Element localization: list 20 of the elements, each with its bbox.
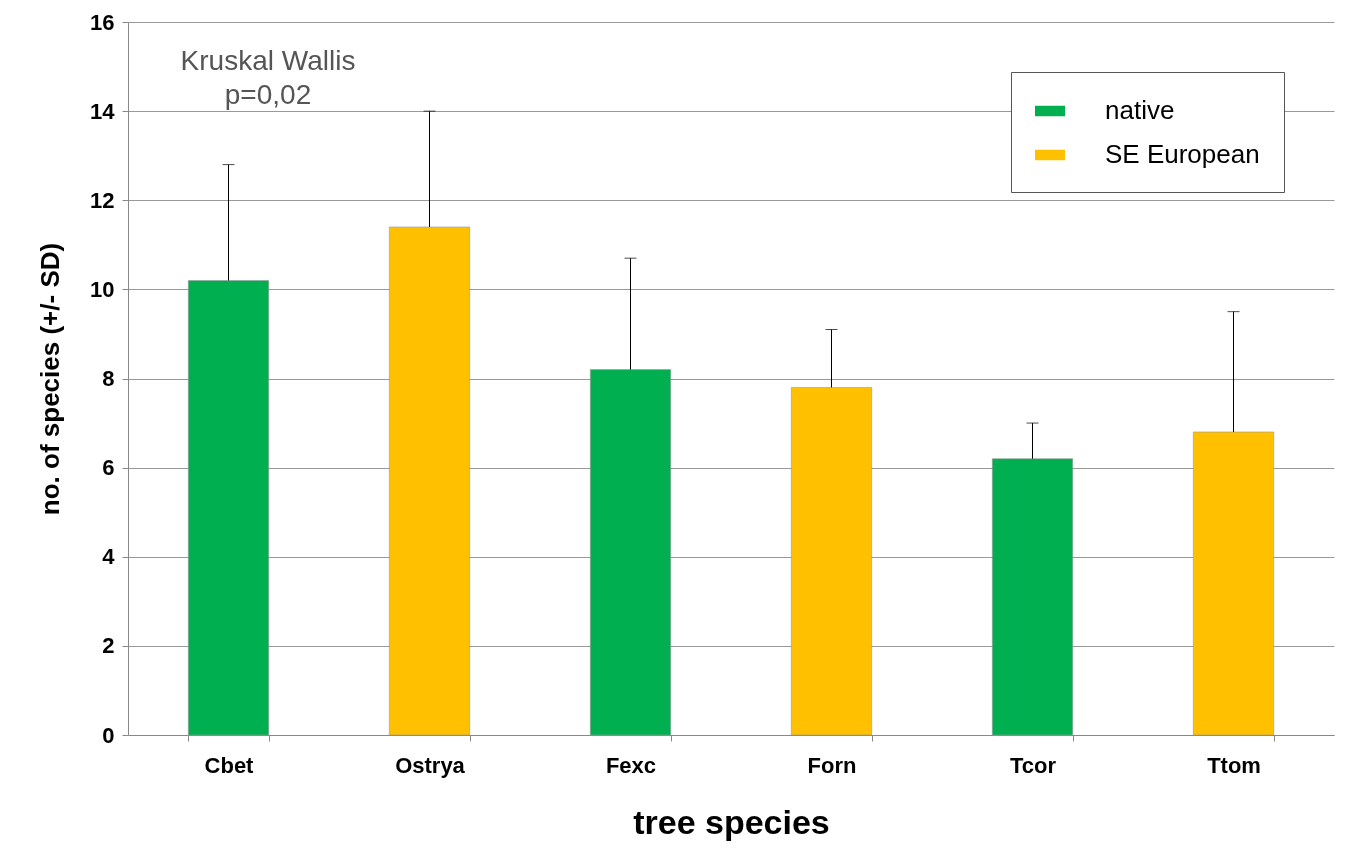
- y-tick-label: 4: [102, 544, 116, 570]
- y-tick-label: 12: [90, 187, 115, 213]
- legend-label: SE European: [1105, 139, 1260, 169]
- x-tick-label: Tcor: [1009, 752, 1057, 778]
- x-tick-label: Cbet: [204, 752, 255, 778]
- y-tick-label: 16: [90, 9, 115, 35]
- annotation: Kruskal Wallis p=0,02: [180, 45, 356, 110]
- x-tick-label: Ostrya: [395, 752, 466, 778]
- y-tick-label: 0: [102, 722, 115, 748]
- x-tick-label: Ttom: [1207, 752, 1261, 778]
- x-tick-label: Fexc: [605, 752, 657, 778]
- y-axis-title: no. of species (+/- SD): [35, 242, 66, 516]
- x-tick-label: Forn: [807, 752, 857, 778]
- y-tick-label: 6: [102, 455, 115, 481]
- y-tick-label: 10: [90, 276, 115, 302]
- y-tick-label: 8: [102, 366, 115, 391]
- y-tick-label: 2: [102, 633, 115, 659]
- legend-label: native: [1105, 95, 1175, 125]
- y-tick-label: 14: [90, 98, 116, 124]
- x-axis-title: tree species: [633, 802, 830, 841]
